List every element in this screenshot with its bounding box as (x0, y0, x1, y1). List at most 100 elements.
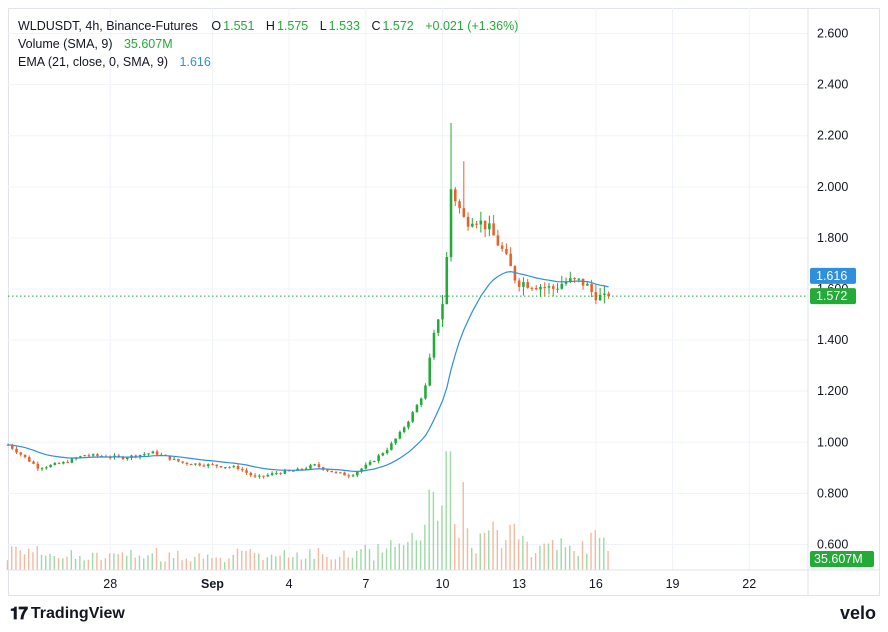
volume-bar (398, 543, 401, 570)
volume-label: Volume (SMA, 9) (18, 37, 113, 51)
candle-body (249, 472, 253, 476)
last-price-tag: 1.572 (810, 288, 856, 305)
candle-body (415, 404, 419, 413)
candle-body (424, 385, 427, 399)
volume-bar (471, 547, 473, 570)
candle-body (581, 278, 585, 286)
volume-bar (373, 560, 375, 570)
volume-bar (6, 560, 9, 570)
candle-body (598, 294, 602, 301)
candle-body (479, 220, 483, 225)
volume-bar (300, 559, 303, 570)
chart-frame[interactable] (8, 8, 880, 596)
volume-bar (206, 554, 209, 570)
symbol-label[interactable]: WLDUSDT, 4h, Binance-Futures (18, 19, 198, 33)
candle-body (202, 465, 206, 467)
volume-bar (573, 551, 575, 570)
time-tick-label: 4 (286, 577, 293, 591)
volume-bar (547, 543, 550, 570)
volume-bar (189, 561, 192, 570)
volume-bar (151, 553, 153, 570)
volume-bar (543, 543, 545, 570)
candle-body (517, 280, 521, 287)
volume-bar (253, 552, 256, 570)
volume-bar (454, 524, 456, 570)
candle-body (211, 464, 214, 466)
price-axis[interactable]: 2.6002.4002.2002.0001.8001.6001.4001.200… (817, 27, 848, 552)
candle-body (125, 457, 129, 460)
volume-bar (194, 556, 196, 570)
volume-bar (15, 546, 17, 570)
volume-bar (343, 550, 345, 570)
volume-bar (598, 537, 601, 570)
candle-body (385, 449, 389, 454)
candle-body (607, 293, 610, 297)
candle-body (168, 455, 172, 460)
volume-bar (155, 547, 158, 570)
volume-bar (539, 545, 541, 570)
candle-body (573, 278, 576, 280)
volume-bar (581, 541, 584, 570)
candle-body (49, 464, 52, 468)
candle-body (275, 473, 278, 475)
candle-body (330, 470, 334, 473)
ema-line (7, 270, 609, 473)
velo-logo: velo (839, 603, 876, 623)
candle-body (590, 283, 593, 293)
candle-body (419, 398, 423, 405)
time-axis[interactable]: 28 Sep 4 7 10 13 16 19 22 (103, 577, 756, 591)
legend-volume[interactable]: Volume (SMA, 9) 35.607M (18, 37, 175, 51)
volume-bar (113, 553, 115, 570)
volume-bar (462, 481, 464, 570)
candle-body (232, 466, 236, 468)
candle-body (91, 454, 95, 456)
candle-body (270, 473, 274, 475)
tradingview-logo[interactable]: 𝟏𝟕 TradingView (10, 604, 125, 624)
candle-body (121, 456, 125, 460)
volume-bar (394, 546, 396, 570)
volume-bar (215, 557, 217, 570)
candle-body (586, 283, 589, 286)
candle-body (279, 473, 282, 475)
candle-body (402, 427, 406, 432)
volume-bar (505, 540, 507, 570)
volume-bar (70, 550, 73, 570)
ema-price-tag: 1.616 (810, 267, 856, 284)
candle-body (377, 455, 380, 462)
candle-body (351, 475, 355, 477)
low-value: 1.533 (328, 19, 360, 33)
price-tick-label: 1.800 (817, 231, 848, 245)
volume-bar (45, 555, 47, 570)
ema-label: EMA (21, close, 0, SMA, 9) (18, 55, 169, 69)
volume-bar (569, 545, 571, 570)
candle-body (564, 281, 568, 284)
volume-bar (198, 553, 200, 570)
volume-bar (500, 548, 503, 570)
volume-bar (172, 558, 175, 570)
volume-bar (185, 558, 188, 570)
candle-body (32, 461, 35, 464)
volume-bar (236, 548, 239, 570)
volume-bar (522, 535, 524, 570)
volume-bar (62, 558, 64, 570)
candle-body (219, 466, 223, 468)
candle-body (258, 475, 261, 477)
volume-bar (381, 552, 383, 570)
candle-body (40, 468, 44, 470)
volume-bar (313, 558, 315, 570)
candle-body (603, 293, 606, 295)
candle-body (241, 468, 244, 471)
candle-body (87, 455, 91, 457)
candle-body (334, 472, 338, 474)
volume-bar (326, 556, 328, 570)
ema-value: 1.616 (179, 55, 211, 69)
candle-body (317, 464, 321, 468)
candle-body (28, 457, 31, 462)
candle-body (492, 223, 495, 236)
candle-body (496, 235, 500, 246)
candle-body (253, 475, 257, 477)
candle-body (45, 467, 48, 469)
candle-body (556, 288, 559, 290)
legend-ema[interactable]: EMA (21, close, 0, SMA, 9) 1.616 (18, 55, 213, 69)
